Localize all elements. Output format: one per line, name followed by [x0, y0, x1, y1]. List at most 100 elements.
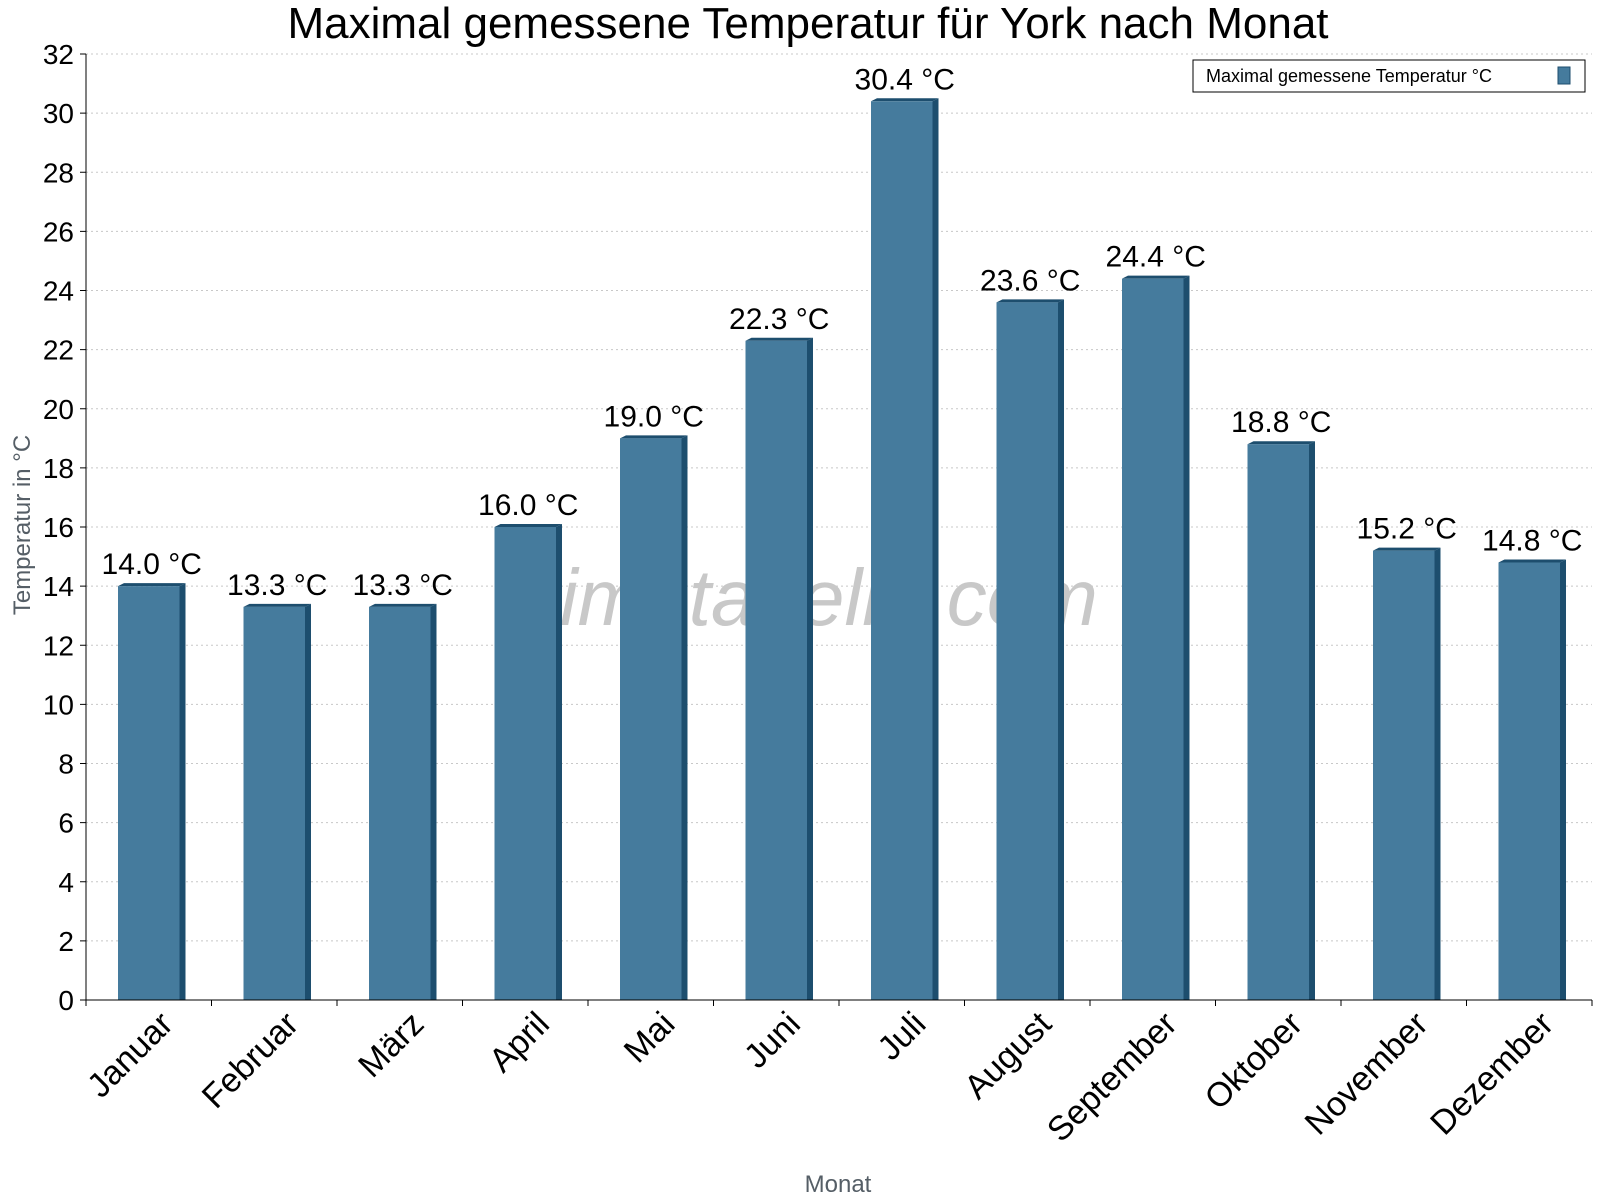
bar-side	[179, 583, 186, 1000]
bar-face	[1373, 550, 1435, 1000]
bar-juli	[871, 98, 939, 1001]
bar-januar	[118, 583, 186, 1000]
bar-side	[304, 603, 311, 1000]
bar-top	[996, 299, 1064, 303]
bar-august	[996, 299, 1064, 1000]
data-label: 14.0 °C	[102, 548, 202, 581]
x-tick-label: August	[957, 1004, 1059, 1106]
x-tick-label: Januar	[80, 1005, 180, 1105]
bar-top	[369, 603, 437, 607]
bar-face	[996, 302, 1058, 1000]
bar-top	[1498, 559, 1566, 563]
y-tick-label: 16	[43, 512, 74, 543]
y-tick-label: 22	[43, 335, 74, 366]
bar-side	[681, 435, 688, 1000]
data-label: 16.0 °C	[478, 489, 578, 522]
bar-top	[243, 603, 311, 607]
x-tick-label: März	[351, 1005, 431, 1085]
bar-top	[1373, 547, 1441, 551]
bar-face	[118, 586, 180, 1000]
y-tick-label: 14	[43, 571, 74, 602]
bar-juni	[745, 337, 813, 1001]
y-tick-label: 18	[43, 453, 74, 484]
bar-dezember	[1498, 559, 1566, 1000]
bar-april	[494, 524, 562, 1000]
bar-september	[1122, 275, 1190, 1000]
data-label: 14.8 °C	[1482, 524, 1582, 557]
bar-mai	[620, 435, 688, 1000]
bar-top	[871, 98, 939, 102]
bar-top	[118, 583, 186, 587]
data-label: 19.0 °C	[604, 400, 704, 433]
bar-side	[1434, 547, 1441, 1000]
y-tick-label: 8	[58, 749, 74, 780]
x-tick-label: Juni	[737, 1005, 808, 1076]
data-label: 15.2 °C	[1357, 513, 1457, 546]
y-tick-label: 24	[43, 276, 74, 307]
bars	[118, 98, 1566, 1001]
y-tick-label: 12	[43, 630, 74, 661]
y-tick-label: 20	[43, 394, 74, 425]
bar-side	[1559, 559, 1566, 1000]
bar-face	[871, 101, 933, 1001]
bar-side	[932, 98, 939, 1001]
x-tick-label: Mai	[617, 1005, 683, 1071]
bar-face	[243, 606, 305, 1000]
y-tick-label: 30	[43, 98, 74, 129]
bar-top	[620, 435, 688, 439]
chart-title: Maximal gemessene Temperatur für York na…	[287, 0, 1328, 48]
bar-side	[806, 337, 813, 1001]
x-tick-label: Dezember	[1423, 1005, 1561, 1143]
x-tick-label: Juli	[870, 1005, 933, 1068]
bar-face	[1122, 278, 1184, 1000]
bar-side	[1057, 299, 1064, 1000]
legend-swatch	[1557, 66, 1571, 85]
bar-face	[1498, 562, 1560, 1000]
bar-märz	[369, 603, 437, 1000]
y-tick-label: 26	[43, 216, 74, 247]
x-tick-labels: Januar Februar März April Mai Juni Juli AugustS…	[80, 1004, 1561, 1149]
bar-face	[745, 340, 807, 1001]
legend-box	[1192, 59, 1586, 93]
y-tick-label: 0	[58, 985, 74, 1016]
data-label: 22.3 °C	[729, 303, 829, 336]
bar-side	[430, 603, 437, 1000]
bar-top	[1247, 441, 1315, 445]
data-label: 13.3 °C	[353, 569, 453, 602]
y-tick-label: 32	[43, 39, 74, 70]
y-axis-title: Temperatur in °C	[9, 435, 36, 615]
x-tick-label: Oktober	[1198, 1005, 1310, 1117]
x-tick-label: November	[1298, 1005, 1436, 1143]
bar-face	[369, 606, 431, 1000]
bar-top	[745, 337, 813, 341]
bar-face	[494, 527, 556, 1000]
x-tick-label: Februar	[195, 1005, 306, 1116]
bar-face	[1247, 444, 1309, 1001]
bar-side	[1308, 441, 1315, 1001]
bar-top	[1122, 275, 1190, 279]
bar-oktober	[1247, 441, 1315, 1001]
legend: Maximal gemessene Temperatur °C	[1192, 59, 1586, 93]
grid-lines	[86, 53, 1592, 942]
bar-side	[555, 524, 562, 1000]
x-tick-label: September	[1040, 1005, 1184, 1149]
bar-februar	[243, 603, 311, 1000]
bar-top	[494, 524, 562, 527]
y-tick-label: 2	[58, 926, 74, 957]
data-label: 13.3 °C	[227, 569, 327, 602]
bar-side	[1183, 275, 1190, 1000]
data-label: 18.8 °C	[1231, 406, 1331, 439]
y-tick-label: 10	[43, 689, 74, 720]
axes	[80, 53, 1593, 1006]
x-tick-label: April	[482, 1005, 557, 1080]
data-label: 30.4 °C	[855, 63, 955, 96]
bar-november	[1373, 547, 1441, 1000]
data-label: 23.6 °C	[980, 264, 1080, 297]
legend-label: Maximal gemessene Temperatur °C	[1206, 66, 1492, 86]
y-tick-label: 28	[43, 157, 74, 188]
data-label: 24.4 °C	[1106, 241, 1206, 274]
y-tick-label: 6	[58, 808, 74, 839]
